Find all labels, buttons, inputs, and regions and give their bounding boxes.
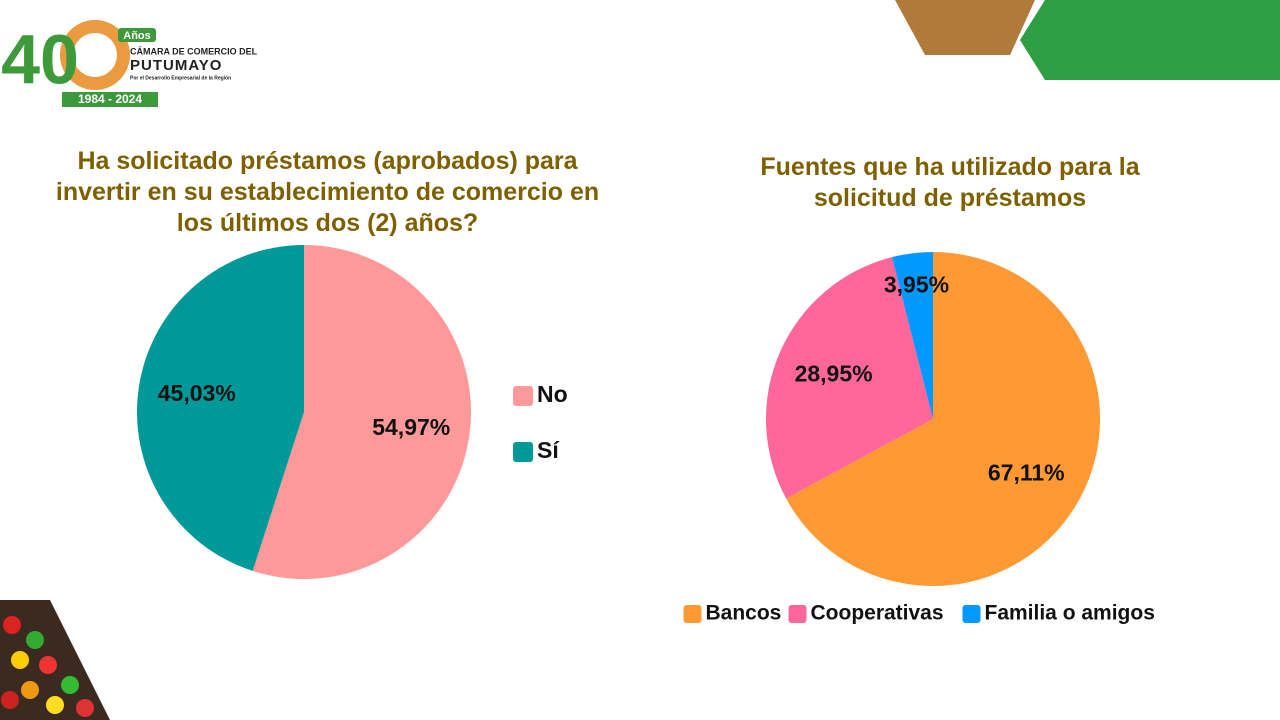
logo-years: Años [123,30,151,42]
logo-line3: Por el Desarrollo Empresarial de la Regi… [130,75,231,81]
legend-label: Sí [537,437,560,463]
logo-dates: 1984 - 2024 [78,92,142,106]
logo-line2: PUTUMAYO [130,57,222,74]
chart-title: Fuentes que ha utilizado para la solicit… [760,153,1140,212]
logo-number: 40 [1,20,79,98]
decor-beads [0,600,110,720]
chart-title: Ha solicitado préstamos (aprobados) para… [55,147,600,237]
legend-swatch [513,442,533,462]
legend-swatch [788,605,807,623]
decor-brown [895,0,1035,55]
legend-label: Familia o amigos [985,602,1155,625]
decor-green [1020,0,1280,80]
legend-label: Cooperativas [811,602,944,625]
legend-label: No [537,381,568,407]
data-label: 45,03% [158,380,236,406]
pie-slice [252,245,472,579]
pie-slice [786,252,1100,587]
logo-line1: CÁMARA DE COMERCIO DEL [130,46,258,56]
pie-slice [891,252,933,419]
data-label: 54,97% [372,414,450,440]
pie-slice [766,257,933,499]
legend-label: Bancos [706,602,782,625]
logo: 40 Años CÁMARA DE COMERCIO DEL PUTUMAYO … [1,20,258,107]
data-label: 3,95% [884,272,949,298]
data-label: 28,95% [795,360,873,386]
pie-slice [137,244,304,571]
data-label: 67,11% [988,460,1065,486]
legend-swatch [513,386,533,406]
legend-swatch [683,605,702,623]
legend-swatch [962,605,981,623]
